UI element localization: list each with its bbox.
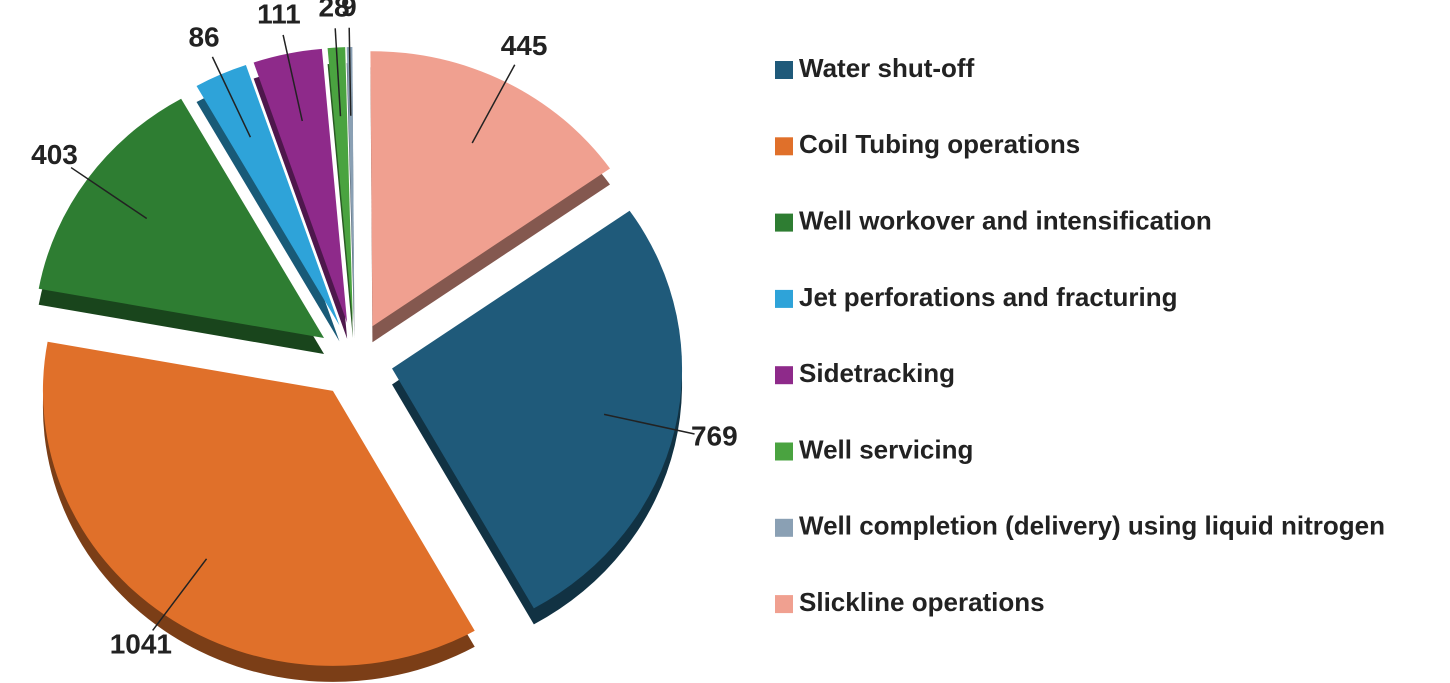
data-label: 1041 bbox=[110, 628, 172, 659]
pie-slice bbox=[370, 51, 610, 327]
legend-swatch bbox=[775, 289, 793, 308]
legend-label: Slickline operations bbox=[799, 587, 1045, 617]
legend-label: Water shut-off bbox=[799, 53, 975, 83]
legend-swatch bbox=[775, 518, 793, 537]
legend-swatch bbox=[775, 595, 793, 614]
pie-slice-side bbox=[196, 81, 340, 342]
legend-swatch bbox=[775, 442, 793, 461]
pie-slice bbox=[346, 47, 355, 323]
leader-line bbox=[471, 64, 516, 144]
leader-line bbox=[348, 27, 352, 116]
pie-slice bbox=[42, 341, 475, 666]
leader-line bbox=[70, 166, 148, 220]
legend-swatch bbox=[775, 61, 793, 79]
pie-slice bbox=[38, 98, 325, 338]
legend-label: Well completion (delivery) using liquid … bbox=[799, 511, 1385, 541]
legend-label: Well workover and intensification bbox=[799, 205, 1212, 235]
data-label: 9 bbox=[341, 0, 357, 22]
data-label: 769 bbox=[691, 421, 738, 452]
legend-label: Well servicing bbox=[799, 434, 973, 464]
pie-slice bbox=[327, 47, 353, 323]
pie-slice bbox=[392, 210, 683, 609]
leader-line bbox=[603, 413, 695, 435]
data-label: 86 bbox=[188, 22, 219, 53]
data-label: 445 bbox=[501, 30, 548, 61]
leader-line bbox=[152, 558, 208, 631]
legend-swatch bbox=[775, 213, 793, 232]
legend-swatch bbox=[775, 366, 793, 385]
data-label: 403 bbox=[31, 139, 78, 170]
pie-slice bbox=[196, 65, 340, 326]
legend-label: Jet perforations and fracturing bbox=[799, 282, 1178, 312]
legend-label: Coil Tubing operations bbox=[799, 129, 1080, 159]
leader-line bbox=[282, 34, 304, 122]
leader-line bbox=[334, 28, 342, 117]
legend-swatch bbox=[775, 137, 793, 156]
data-label: 111 bbox=[257, 0, 301, 29]
data-label: 28 bbox=[318, 0, 349, 22]
legend-label: Sidetracking bbox=[799, 358, 955, 388]
pie-slice bbox=[253, 48, 348, 323]
leader-line bbox=[211, 56, 252, 138]
